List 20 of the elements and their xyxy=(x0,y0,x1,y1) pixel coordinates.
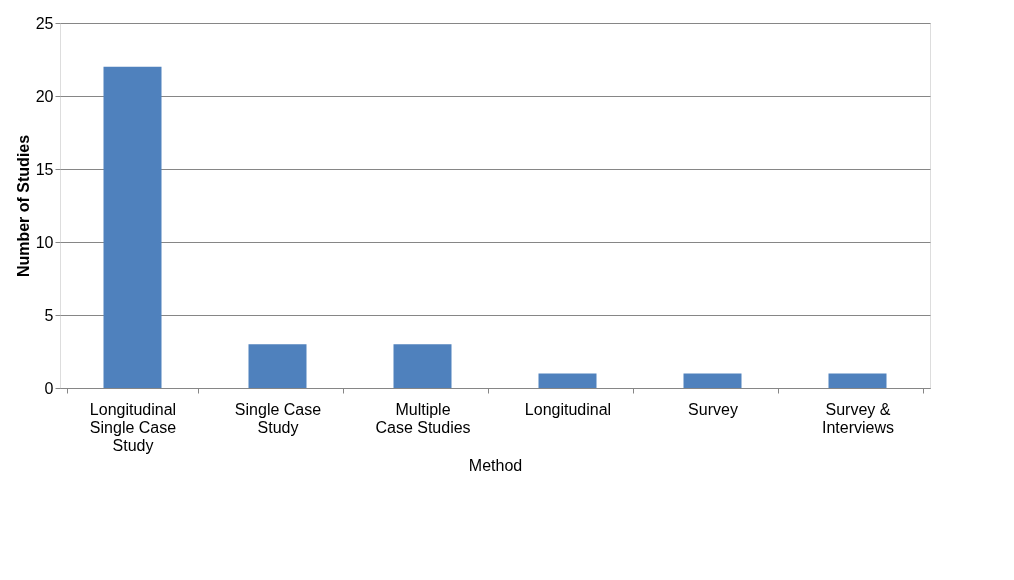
y-tick-label: 15 xyxy=(35,160,54,178)
y-tick-label: 25 xyxy=(35,14,54,32)
x-tick-label: Longitudinal Single Case Study xyxy=(89,400,177,454)
x-tick-label: Longitudinal xyxy=(524,400,612,418)
bar xyxy=(538,373,597,388)
bar xyxy=(248,344,307,388)
bar xyxy=(683,373,742,388)
x-tick-label: Survey & Interviews xyxy=(821,400,895,436)
y-tick-label: 20 xyxy=(35,87,54,105)
y-axis-title: Number of Studies xyxy=(14,134,32,278)
x-axis-title: Method xyxy=(468,456,523,474)
bar xyxy=(393,344,452,388)
x-tick-label: Single Case Study xyxy=(234,400,322,436)
y-tick-label: 10 xyxy=(35,233,54,251)
y-tick-label: 5 xyxy=(44,306,54,324)
x-tick-label: Multiple Case Studies xyxy=(375,400,471,436)
x-tick-label: Survey xyxy=(688,400,738,418)
bar xyxy=(103,66,162,388)
y-tick-label: 0 xyxy=(44,379,54,397)
bar xyxy=(828,373,887,388)
